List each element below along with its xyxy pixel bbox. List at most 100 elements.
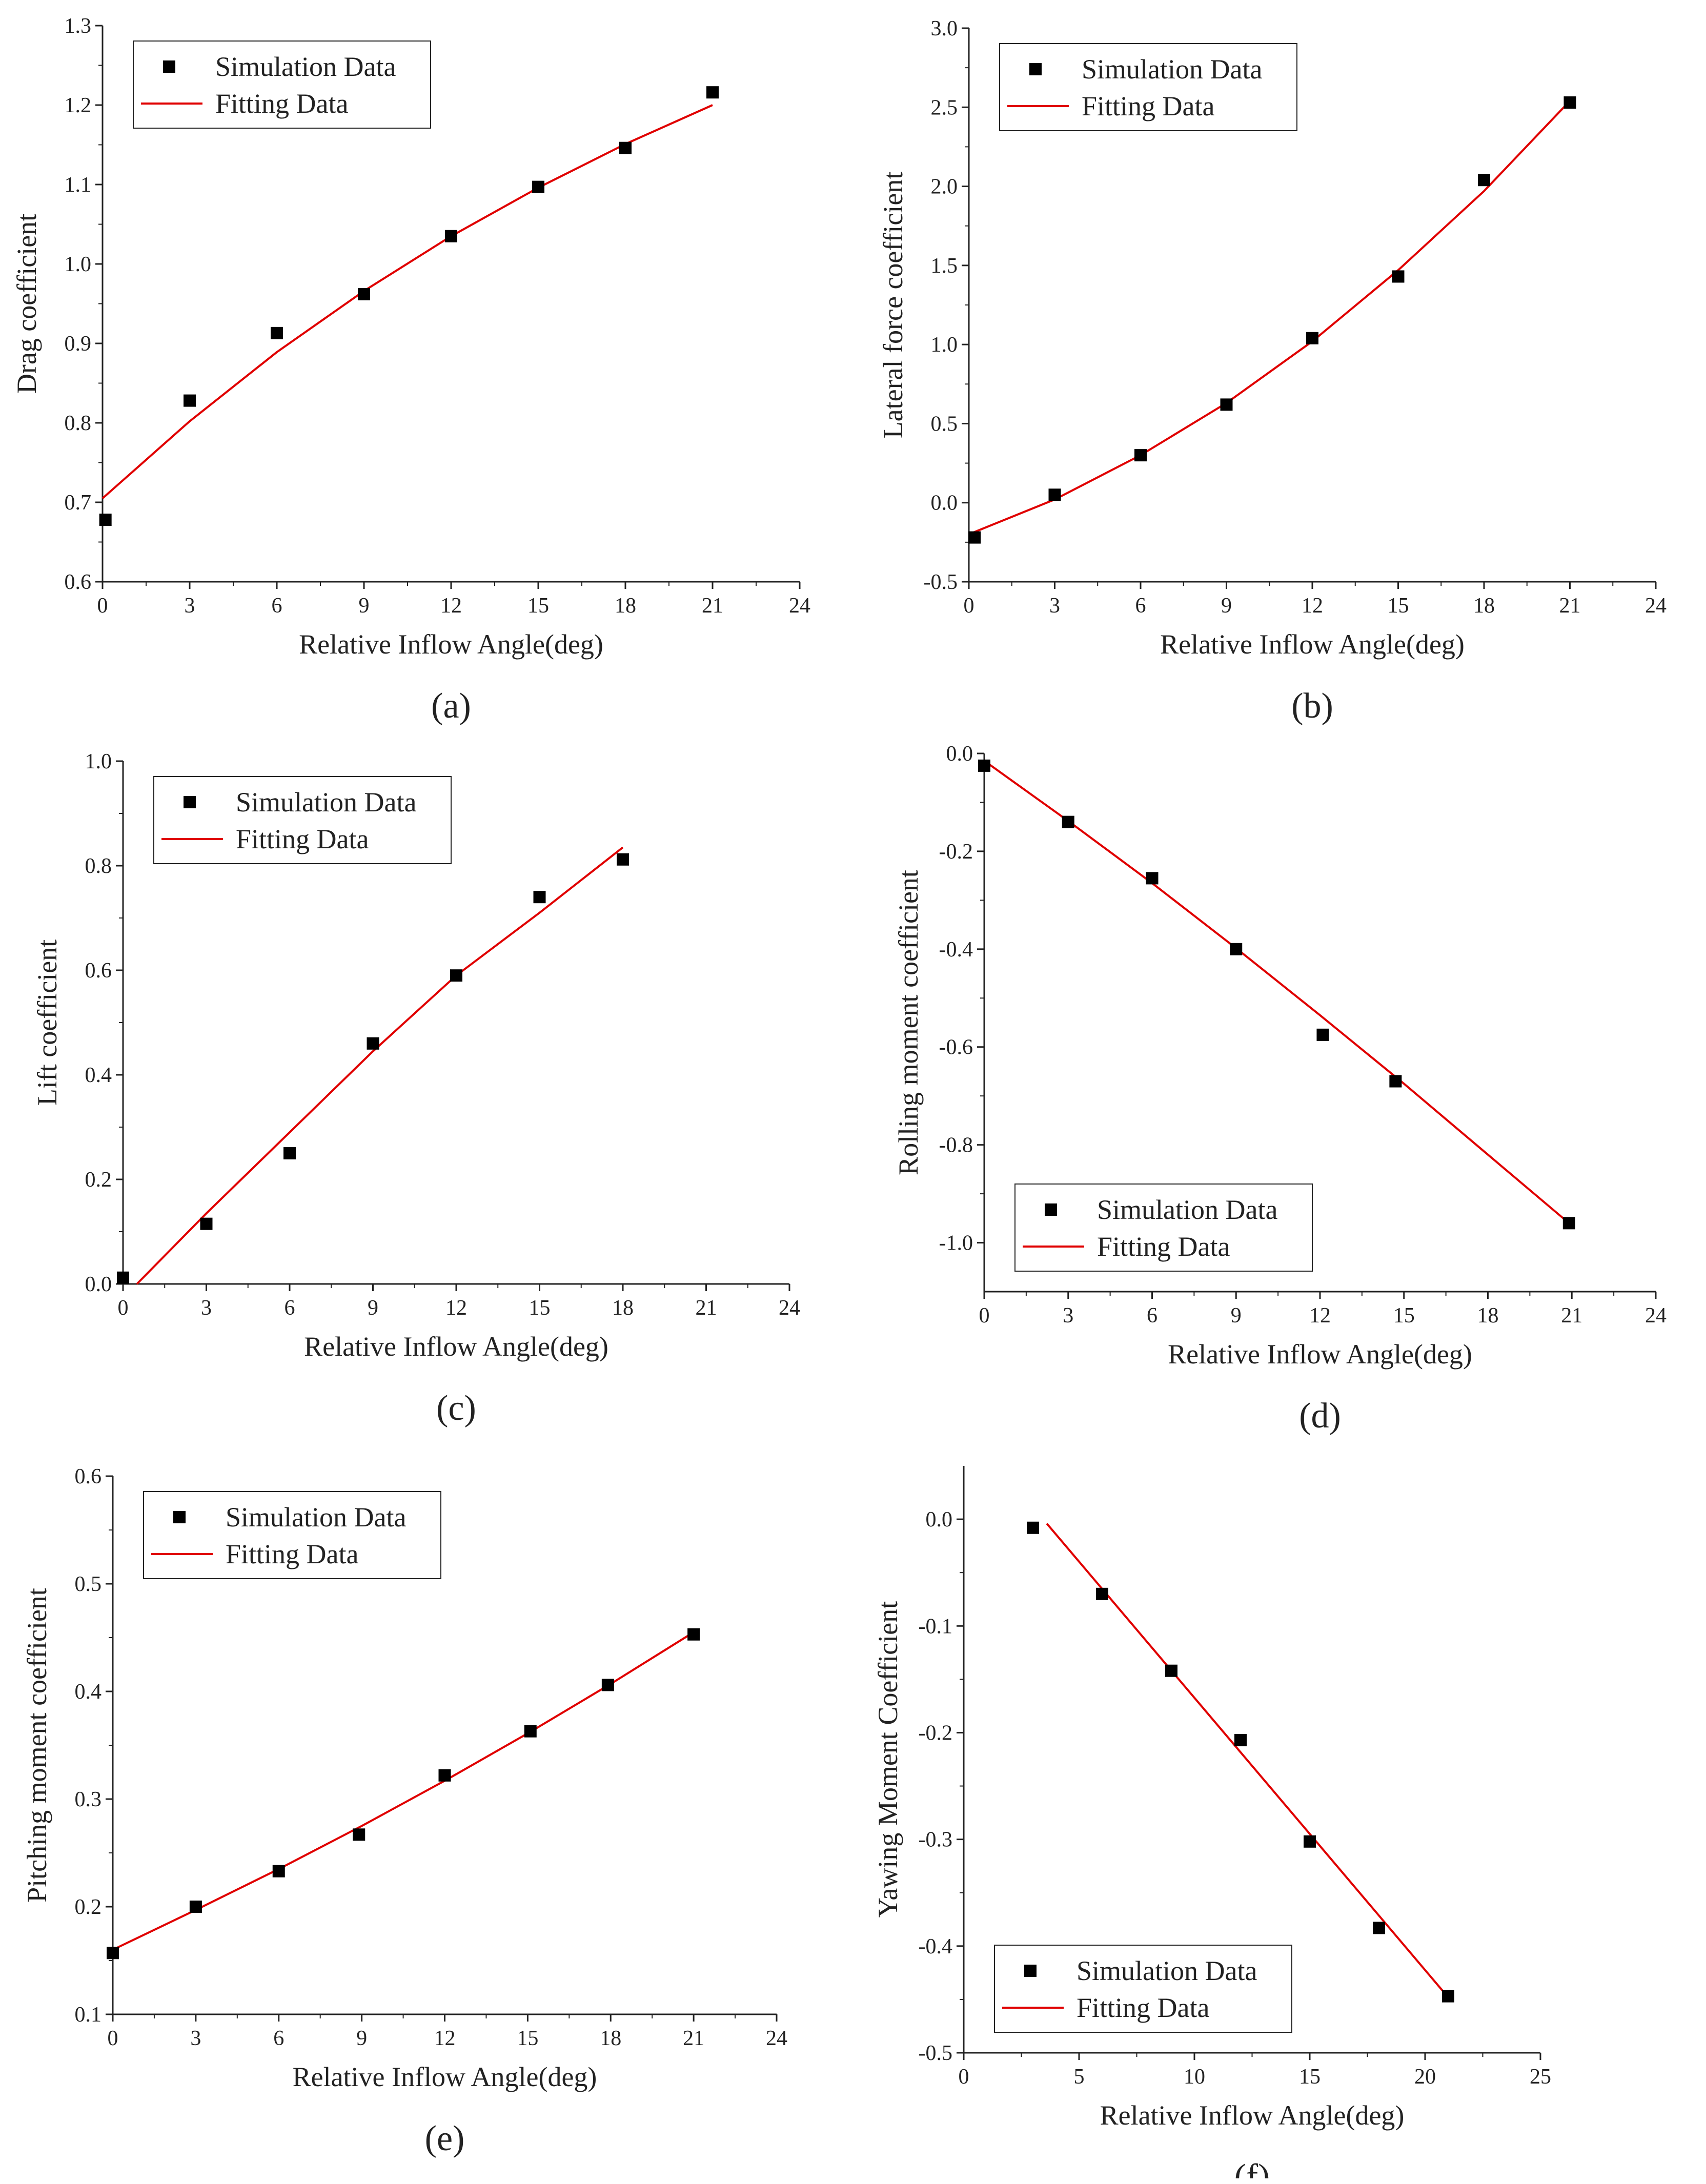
- chart-e: 0 3 6 9 12 15 18 21 24 0.1 0.2 0.3 0.4 0.5 0.6 Relative…: [22, 1465, 787, 2158]
- data-point: [358, 288, 370, 300]
- x-tick-label: 18: [1473, 594, 1495, 618]
- legend-label-simulation: Simulation Data: [1082, 54, 1262, 85]
- y-tick-label: 2.0: [931, 175, 958, 199]
- y-tick-label: 0.9: [65, 332, 92, 356]
- data-point: [619, 141, 632, 154]
- data-point: [189, 1901, 202, 1913]
- legend-marker-simulation: [1029, 63, 1042, 75]
- panel-label: (a): [431, 686, 471, 726]
- legend-box: [143, 1491, 441, 1579]
- data-point: [353, 1828, 365, 1841]
- data-point: [1134, 449, 1147, 462]
- data-point: [1027, 1521, 1039, 1534]
- x-tick-label: 25: [1530, 2065, 1551, 2089]
- x-tick-label: 21: [696, 1296, 717, 1320]
- y-axis-label: Lift coefficient: [32, 940, 63, 1106]
- y-axis-label: Pitching moment coefficient: [22, 1588, 52, 1903]
- y-tick-label: 1.0: [931, 333, 958, 357]
- y-tick-label: -0.5: [919, 2042, 953, 2065]
- x-axis-label: Relative Inflow Angle(deg): [1160, 629, 1465, 660]
- data-point: [200, 1217, 213, 1230]
- data-point: [1389, 1075, 1402, 1088]
- legend-box: [999, 43, 1297, 131]
- x-tick-label: 20: [1414, 2065, 1436, 2089]
- x-tick-label: 0: [118, 1296, 129, 1320]
- x-tick-label: 15: [527, 594, 549, 618]
- x-tick-label: 24: [766, 2027, 787, 2050]
- fit-line: [112, 1631, 695, 1951]
- x-tick-label: 6: [272, 594, 282, 618]
- y-tick-label: 0.7: [65, 491, 92, 515]
- y-tick-label: 0.4: [85, 1064, 112, 1087]
- data-point: [978, 759, 990, 772]
- x-tick-label: 0: [108, 2027, 118, 2050]
- y-tick-label: 0.6: [75, 1465, 102, 1488]
- y-axis-label: Drag coefficient: [11, 214, 42, 394]
- x-axis-label: Relative Inflow Angle(deg): [299, 629, 603, 660]
- y-tick-label: 0.6: [65, 570, 92, 594]
- y-tick-label: 1.3: [65, 14, 92, 38]
- y-tick-label: 0.0: [926, 1508, 953, 1532]
- x-tick-label: 21: [1561, 1304, 1582, 1328]
- data-point: [450, 969, 462, 982]
- y-tick-label: 0.5: [75, 1573, 102, 1596]
- chart-f: 0 5 10 15 20 25 0.0 -0.1 -0.2 -0.3 -0.4 -0.5 Relativ…: [872, 1466, 1551, 2178]
- legend-label-simulation: Simulation Data: [1077, 1955, 1257, 1986]
- x-tick-label: 3: [190, 2027, 201, 2050]
- y-axis-label: Lateral force coefficient: [878, 172, 908, 439]
- chart-c: 0 3 6 9 12 15 18 21 24 0.0 0.2 0.4 0.6 0.8 1.0 Relative…: [32, 750, 800, 1428]
- data-point: [1096, 1587, 1108, 1600]
- data-point: [1234, 1734, 1247, 1747]
- y-tick-label: 0.2: [85, 1168, 112, 1192]
- x-tick-label: 15: [517, 2027, 538, 2050]
- data-point: [367, 1037, 379, 1050]
- legend-marker-simulation: [184, 796, 196, 808]
- y-tick-label: -0.4: [919, 1935, 953, 1958]
- y-tick-label: 0.2: [75, 1895, 102, 1919]
- x-tick-label: 15: [1299, 2065, 1321, 2089]
- data-point: [107, 1947, 119, 1960]
- data-point: [1563, 96, 1576, 109]
- y-tick-label: -0.3: [919, 1828, 953, 1852]
- x-tick-label: 15: [1388, 594, 1409, 618]
- x-tick-label: 5: [1074, 2065, 1085, 2089]
- x-tick-label: 0: [964, 594, 974, 618]
- data-point: [524, 1725, 537, 1738]
- x-tick-label: 21: [1559, 594, 1581, 618]
- y-tick-label: -0.2: [939, 840, 973, 864]
- fit-line: [983, 760, 1570, 1224]
- x-tick-label: 24: [1645, 594, 1667, 618]
- data-point: [706, 86, 719, 99]
- y-tick-label: 1.0: [85, 750, 112, 773]
- x-tick-label: 15: [1393, 1304, 1415, 1328]
- x-axis-label: Relative Inflow Angle(deg): [1168, 1339, 1472, 1370]
- fit-line: [101, 104, 713, 499]
- data-point: [1562, 1217, 1575, 1230]
- data-point: [445, 230, 457, 242]
- legend-label-fitting: Fitting Data: [1077, 1992, 1210, 2023]
- data-point: [533, 891, 546, 904]
- fit-line: [968, 100, 1571, 536]
- y-tick-label: 0.8: [85, 854, 112, 878]
- data-point: [1442, 1990, 1454, 2003]
- x-tick-label: 12: [434, 2027, 456, 2050]
- chart-a: 0 3 6 9 12 15 18 21 24 0.6 0.7 0.8 0.9 1.0 1.1 1.2 1.3 Re…: [11, 14, 810, 726]
- data-point: [1165, 1664, 1177, 1677]
- y-tick-label: -1.0: [939, 1232, 973, 1255]
- x-tick-label: 6: [273, 2027, 284, 2050]
- y-tick-label: 2.5: [931, 96, 958, 119]
- data-point: [271, 326, 283, 339]
- legend-box: [133, 40, 431, 129]
- legend-label-fitting: Fitting Data: [215, 88, 349, 119]
- panel-label: (d): [1299, 1396, 1341, 1436]
- data-point: [438, 1769, 451, 1782]
- y-tick-label: 1.0: [65, 253, 92, 276]
- data-point: [687, 1628, 700, 1641]
- legend-label-fitting: Fitting Data: [1082, 91, 1215, 121]
- x-tick-label: 0: [959, 2065, 969, 2089]
- y-tick-label: 0.3: [75, 1788, 102, 1811]
- panel-label: (c): [436, 1389, 476, 1428]
- y-tick-label: -0.6: [939, 1036, 973, 1059]
- x-tick-label: 9: [356, 2027, 367, 2050]
- legend-box: [153, 776, 452, 864]
